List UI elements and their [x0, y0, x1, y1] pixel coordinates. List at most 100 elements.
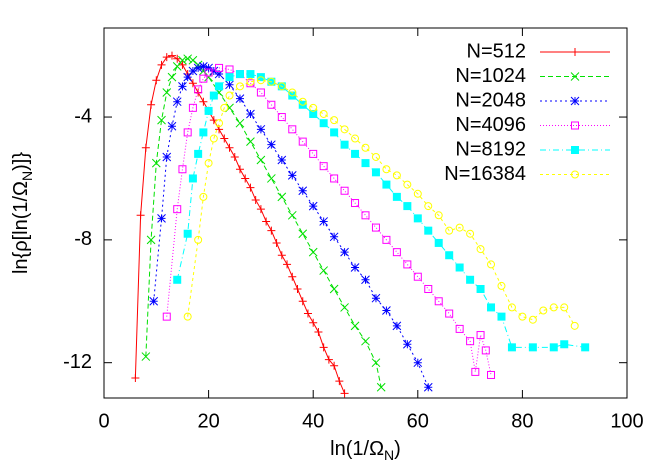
marker — [497, 312, 506, 321]
marker — [560, 303, 569, 312]
marker — [392, 171, 401, 180]
marker — [571, 121, 579, 130]
marker — [256, 155, 266, 165]
marker — [225, 91, 234, 100]
marker — [214, 69, 224, 79]
marker — [246, 70, 255, 79]
marker — [194, 85, 203, 94]
marker — [549, 303, 558, 312]
marker — [262, 217, 271, 226]
marker — [340, 389, 349, 398]
marker — [392, 192, 401, 201]
marker — [314, 327, 323, 336]
marker — [309, 149, 318, 158]
marker — [204, 106, 213, 115]
marker — [455, 223, 464, 232]
marker — [487, 370, 496, 379]
marker — [571, 170, 579, 179]
marker — [272, 238, 281, 247]
marker — [235, 70, 244, 79]
marker — [287, 171, 297, 180]
marker — [199, 192, 208, 201]
marker — [371, 168, 380, 177]
marker — [220, 103, 229, 112]
marker — [361, 211, 370, 220]
marker — [209, 91, 218, 100]
marker — [413, 272, 422, 281]
marker — [209, 134, 218, 143]
marker — [199, 62, 208, 71]
marker — [581, 343, 590, 352]
marker — [267, 100, 276, 109]
marker — [445, 251, 454, 260]
marker — [518, 312, 527, 321]
marker — [340, 125, 349, 134]
marker — [330, 361, 339, 370]
marker — [131, 374, 140, 383]
series-line — [134, 55, 346, 394]
marker — [209, 66, 219, 76]
marker — [246, 77, 255, 86]
marker — [571, 48, 579, 56]
marker — [350, 321, 360, 331]
marker — [225, 73, 234, 82]
marker — [267, 174, 276, 183]
marker — [371, 358, 381, 368]
marker — [173, 205, 182, 214]
marker — [371, 293, 381, 303]
marker — [199, 128, 208, 137]
marker — [319, 119, 328, 128]
marker — [298, 186, 308, 196]
marker — [215, 63, 224, 72]
marker — [256, 88, 265, 97]
y-tick-label: -8 — [74, 228, 92, 250]
marker — [539, 306, 548, 315]
marker — [277, 155, 287, 165]
marker — [549, 343, 558, 352]
marker — [183, 312, 192, 321]
marker — [188, 103, 197, 112]
marker — [361, 275, 370, 285]
marker — [173, 54, 182, 63]
plot-area — [131, 51, 590, 398]
marker — [570, 321, 579, 330]
marker — [298, 97, 307, 106]
marker — [151, 158, 161, 168]
marker — [392, 321, 402, 331]
y-axis-label-part: N — [19, 171, 35, 181]
marker — [403, 260, 412, 269]
marker — [246, 183, 255, 192]
marker — [204, 159, 213, 168]
marker — [335, 377, 344, 386]
marker — [167, 51, 176, 60]
marker — [162, 152, 172, 162]
marker — [178, 81, 187, 91]
marker — [178, 55, 187, 65]
marker — [172, 62, 182, 71]
marker — [423, 382, 433, 392]
marker — [256, 76, 265, 85]
marker — [267, 226, 276, 235]
marker — [225, 143, 234, 152]
marker — [225, 65, 234, 74]
marker — [147, 100, 156, 109]
marker — [476, 284, 485, 293]
legend-label: N=1024 — [455, 65, 526, 87]
marker — [361, 159, 370, 168]
marker — [434, 238, 443, 247]
marker — [256, 124, 266, 134]
marker — [382, 180, 391, 189]
marker — [246, 109, 255, 119]
marker — [445, 309, 454, 318]
y-axis-label-part: ln{ρ[ln(1/Ω — [10, 181, 32, 274]
marker — [288, 125, 297, 134]
marker — [403, 202, 412, 211]
marker — [340, 140, 349, 149]
marker — [235, 118, 245, 128]
y-axis-label-part: )]} — [10, 152, 32, 171]
marker — [309, 318, 318, 327]
marker — [413, 189, 422, 198]
legend-marker — [571, 121, 579, 130]
marker — [199, 97, 208, 106]
marker — [487, 260, 496, 269]
